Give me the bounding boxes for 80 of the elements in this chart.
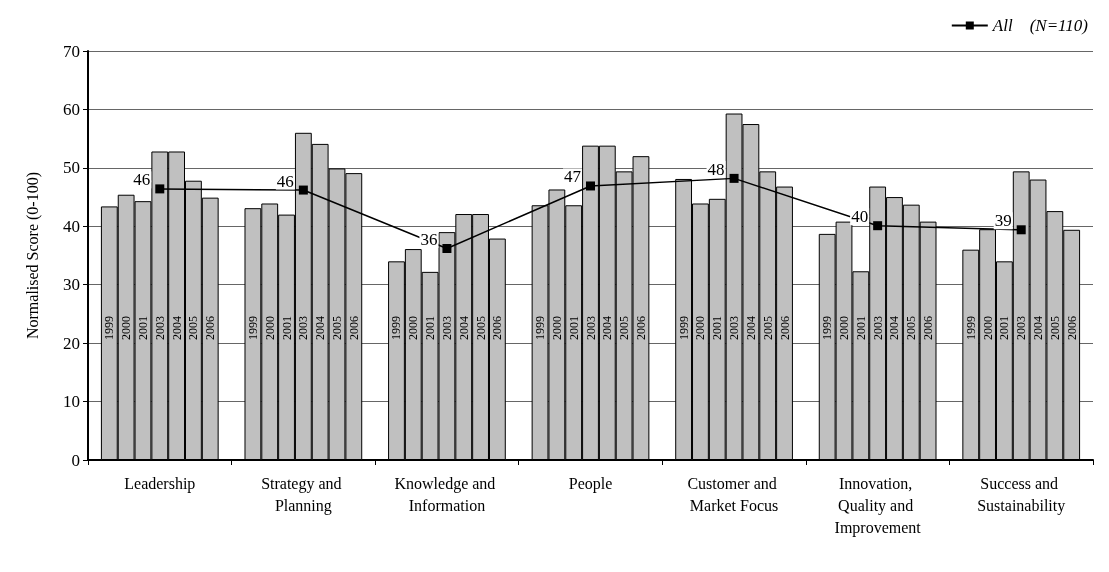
series-label: 2000	[693, 316, 708, 340]
text: 2004	[169, 316, 184, 340]
y-tick-label: 70	[63, 41, 80, 61]
y-tick-label: 60	[63, 99, 80, 119]
series-label: 1999	[533, 316, 548, 340]
text: 2001	[566, 316, 581, 340]
text: 2004	[456, 316, 471, 340]
text: 2003	[1014, 316, 1029, 340]
data-label: 39	[994, 211, 1012, 231]
text: 2001	[135, 316, 150, 340]
text: 1999	[820, 316, 835, 340]
text: 2000	[406, 316, 421, 340]
y-tick-label: 50	[63, 158, 80, 178]
text: 2005	[760, 316, 775, 340]
text: 2004	[600, 316, 615, 340]
series-label: 2004	[313, 316, 328, 340]
text: 2000	[980, 316, 995, 340]
data-label: 40	[851, 207, 869, 227]
text: 2005	[617, 316, 632, 340]
x-tick-label: Strategy and Planning	[261, 474, 346, 515]
x-tick-label: People	[568, 474, 613, 493]
text: 1999	[245, 316, 260, 340]
text: 2004	[1031, 316, 1046, 340]
x-tick-label: Leadership	[124, 474, 196, 493]
data-label: 36	[420, 229, 438, 249]
data-label: 47	[564, 167, 582, 187]
text: 2003	[870, 316, 885, 340]
legend-label: All (N=110)	[991, 16, 1089, 35]
data-label: 48	[707, 159, 725, 179]
data-label: 46	[276, 171, 294, 191]
text: 1999	[963, 316, 978, 340]
text: 2005	[329, 316, 344, 340]
point	[873, 221, 883, 231]
text: 2004	[743, 316, 758, 340]
x-tick-label: Success and Sustainability	[977, 474, 1066, 515]
point	[729, 173, 739, 183]
x-tick-label: Customer and Market Focus	[687, 474, 781, 514]
y-tick-label: 10	[63, 392, 80, 412]
y-tick-label: 40	[63, 216, 80, 236]
text: 2006	[921, 316, 936, 340]
text: 2004	[887, 316, 902, 340]
point	[442, 243, 452, 253]
text: 2000	[837, 316, 852, 340]
text: 2006	[490, 316, 505, 340]
data-label: 46	[133, 170, 151, 190]
x-tick-label: Innovation, Quality and Improvement	[834, 474, 922, 537]
text: 2003	[727, 316, 742, 340]
text: 2006	[1064, 316, 1079, 340]
text: 2000	[549, 316, 564, 340]
y-tick-label: 0	[71, 450, 80, 470]
text: 2001	[423, 316, 438, 340]
text: 2005	[186, 316, 201, 340]
series-label: 2001	[853, 316, 868, 340]
text: 1999	[676, 316, 691, 340]
text: 2006	[203, 316, 218, 340]
text: 2005	[904, 316, 919, 340]
text: 2001	[279, 316, 294, 340]
point	[298, 185, 308, 195]
text: 2003	[583, 316, 598, 340]
point	[155, 184, 165, 194]
text: 2001	[710, 316, 725, 340]
text: 1999	[102, 316, 117, 340]
text: 2000	[119, 316, 134, 340]
text: 2001	[997, 316, 1012, 340]
x-tick-label: Knowledge and Information	[394, 474, 500, 514]
text: 2006	[777, 316, 792, 340]
series-label: 2003	[152, 316, 167, 340]
y-axis-title: Normalised Score (0-100)	[23, 171, 42, 340]
y-tick-label: 30	[63, 275, 80, 295]
text: 1999	[389, 316, 404, 340]
series-label: 2005	[473, 316, 488, 340]
y-tick-label: 20	[63, 333, 80, 353]
text: 2005	[1047, 316, 1062, 340]
text: 2003	[439, 316, 454, 340]
text: 2000	[262, 316, 277, 340]
point	[1016, 225, 1026, 235]
point	[586, 181, 595, 191]
text: 2003	[296, 316, 311, 340]
series-label: 2006	[633, 316, 648, 340]
text: 2006	[346, 316, 361, 340]
